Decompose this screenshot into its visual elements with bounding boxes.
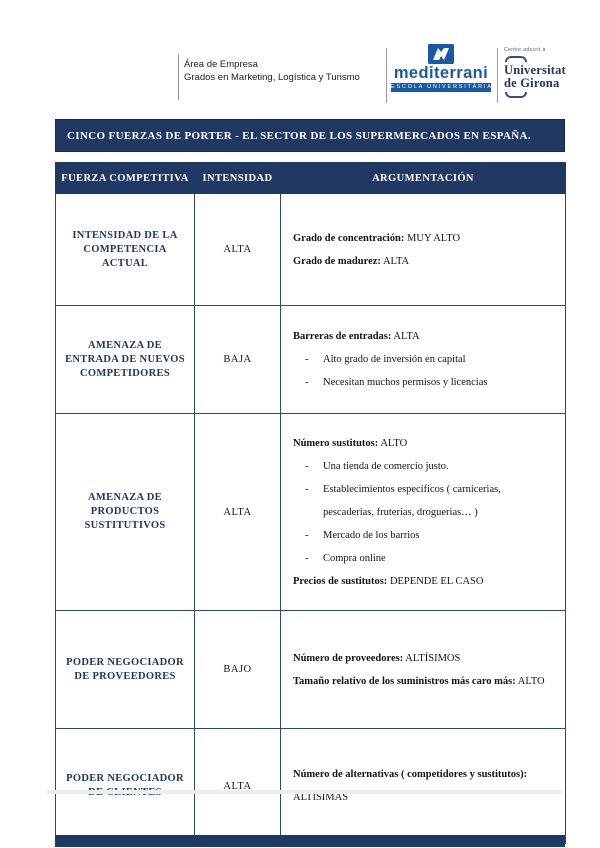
argument-label: Tamaño relativo de los suministros más c… [293,675,516,687]
udg-name-line1: Universitat [504,63,566,77]
argument-line: Grado de concentración: MUY ALTO [293,227,557,250]
footer-bar [55,835,565,847]
intensidad-cell: ALTA [194,413,281,611]
header-divider-right [497,48,498,103]
argument-value: ALTA [382,255,410,267]
argument-label: Barreras de entradas: [293,331,392,342]
argument-label: Grado de madurez: [293,255,381,267]
fuerza-cell: PODER NEGOCIADOR DE PROVEEDORES [55,610,195,729]
header-divider-mid [386,48,387,103]
table-row: AMENAZA DE PRODUCTOS SUSTITUTIVOS ALTA Núm… [55,413,566,611]
argument-value: ALTA [393,331,420,342]
porter-table-wrap: FUERZA COMPETITIVA INTENSIDAD ARGUMENTACIÓ… [55,162,566,844]
column-header: INTENSIDAD [194,162,281,194]
table-row: INTENSIDAD DE LA COMPETENCIA ACTUAL ALTA G… [55,193,566,306]
bullet-dash-icon: - [305,529,309,541]
table-row: PODER NEGOCIADOR DE PROVEEDORES BAJO Númer… [55,610,566,729]
argument-bullet: - Establecimientos específicos ( carnicer… [293,478,557,524]
argument-bullet: - Compra online [293,547,557,570]
mediterrani-m-icon [428,44,454,64]
argument-bullet: - Una tienda de comercio justo. [293,455,557,478]
mediterrani-subtitle: ESCOLA UNIVERSITÀRIA [391,83,491,92]
table-header-row: FUERZA COMPETITIVA INTENSIDAD ARGUMENTACIÓ… [55,162,566,194]
document-title-bar: CINCO FUERZAS DE PORTER - EL SECTOR DE L… [55,119,565,152]
argument-label: Número de alternativas ( competidores y … [293,769,528,780]
intensidad-cell: ALTA [194,193,281,306]
argumentacion-cell: Número sustitutos: ALTO - Una tienda de co… [280,413,566,611]
bullet-dash-icon: - [305,377,309,388]
intensidad-cell: BAJO [194,610,281,729]
argument-label: Número de proveedores: [293,652,404,664]
argument-line: Número de alternativas ( competidores y … [293,763,557,809]
argumentacion-cell: Barreras de entradas: ALTA - Alto grado de… [280,305,566,414]
udg-affiliation-label: Centre adscrit a [504,47,546,53]
argument-value: ALTO [517,675,545,687]
bullet-text: Necesitan muchos permisos y licencias [323,377,488,388]
mediterrani-wordmark: mediterrani [393,64,489,82]
fuerza-cell: AMENAZA DE PRODUCTOS SUSTITUTIVOS [55,413,195,611]
header-department-block: Área de Empresa Grados en Marketing, Log… [184,58,360,84]
argumentacion-cell: Grado de concentración: MUY ALTO Grado de… [280,193,566,306]
argument-bullet: - Mercado de los barrios [293,524,557,547]
column-header: ARGUMENTACIÓN [280,162,566,194]
bullet-text: Establecimientos específicos ( carniceri… [323,483,501,518]
fuerza-cell: AMENAZA DE ENTRADA DE NUEVOS COMPETIDORE… [55,305,195,414]
document-title: CINCO FUERZAS DE PORTER - EL SECTOR DE L… [67,129,531,142]
column-header: FUERZA COMPETITIVA [55,162,195,194]
argument-value: DEPENDE EL CASO [389,575,484,587]
udg-name-line2: de Girona [504,76,560,90]
bullet-text: Compra online [323,552,386,564]
argumentacion-cell: Número de alternativas ( competidores y … [280,728,566,844]
argument-value: MUY ALTO [407,232,461,244]
udg-logo: Centre adscrit a Universitat de Girona [504,47,574,98]
argument-line: Precios de sustitutos: DEPENDE EL CASO [293,570,557,593]
argument-bullet: - Alto grado de inversión en capital [293,348,557,371]
argument-label: Precios de sustitutos: [293,575,388,587]
bullet-dash-icon: - [305,354,309,365]
table-row: AMENAZA DE ENTRADA DE NUEVOS COMPETIDORE… [55,305,566,414]
fuerza-cell: PODER NEGOCIADOR DE CLIENTES [55,728,195,844]
argument-line: Grado de madurez: ALTA [293,250,557,273]
argument-value: ALTO [380,437,408,449]
argument-label: Número sustitutos: [293,437,379,449]
bullet-text: Alto grado de inversión en capital [323,354,466,365]
bullet-text: Mercado de los barrios [323,529,420,541]
header-divider-left [178,54,179,100]
udg-arc-bottom-icon [505,92,527,98]
intensidad-cell: ALTA [194,728,281,844]
argument-bullet: - Necesitan muchos permisos y licencias [293,371,557,394]
porter-forces-table: FUERZA COMPETITIVA INTENSIDAD ARGUMENTACIÓ… [55,162,566,844]
argument-line: Número sustitutos: ALTO [293,432,557,455]
department-label: Área de Empresa [184,59,258,70]
argumentacion-cell: Número de proveedores: ALTÍSIMOS Tamaño r… [280,610,566,729]
footer-faint-rule [46,790,562,794]
program-label: Grados en Marketing, Logística y Turismo [184,72,360,83]
bullet-dash-icon: - [305,483,309,495]
argument-label: Grado de concentración: [293,232,405,244]
table-row: PODER NEGOCIADOR DE CLIENTESALTA Número d… [55,728,566,844]
mediterrani-logo: mediterrani ESCOLA UNIVERSITÀRIA [391,44,491,92]
udg-arc-top-icon [505,56,527,62]
argument-line: Número de proveedores: ALTÍSIMOS [293,647,557,670]
argument-value: ALTÍSIMAS [293,792,349,803]
argument-line: Barreras de entradas: ALTA [293,325,557,348]
bullet-dash-icon: - [305,460,309,472]
bullet-dash-icon: - [305,552,309,564]
bullet-text: Una tienda de comercio justo. [323,460,449,472]
argument-value: ALTÍSIMOS [405,652,461,664]
fuerza-cell: INTENSIDAD DE LA COMPETENCIA ACTUAL [55,193,195,306]
argument-line: Tamaño relativo de los suministros más c… [293,670,557,693]
intensidad-cell: BAJA [194,305,281,414]
